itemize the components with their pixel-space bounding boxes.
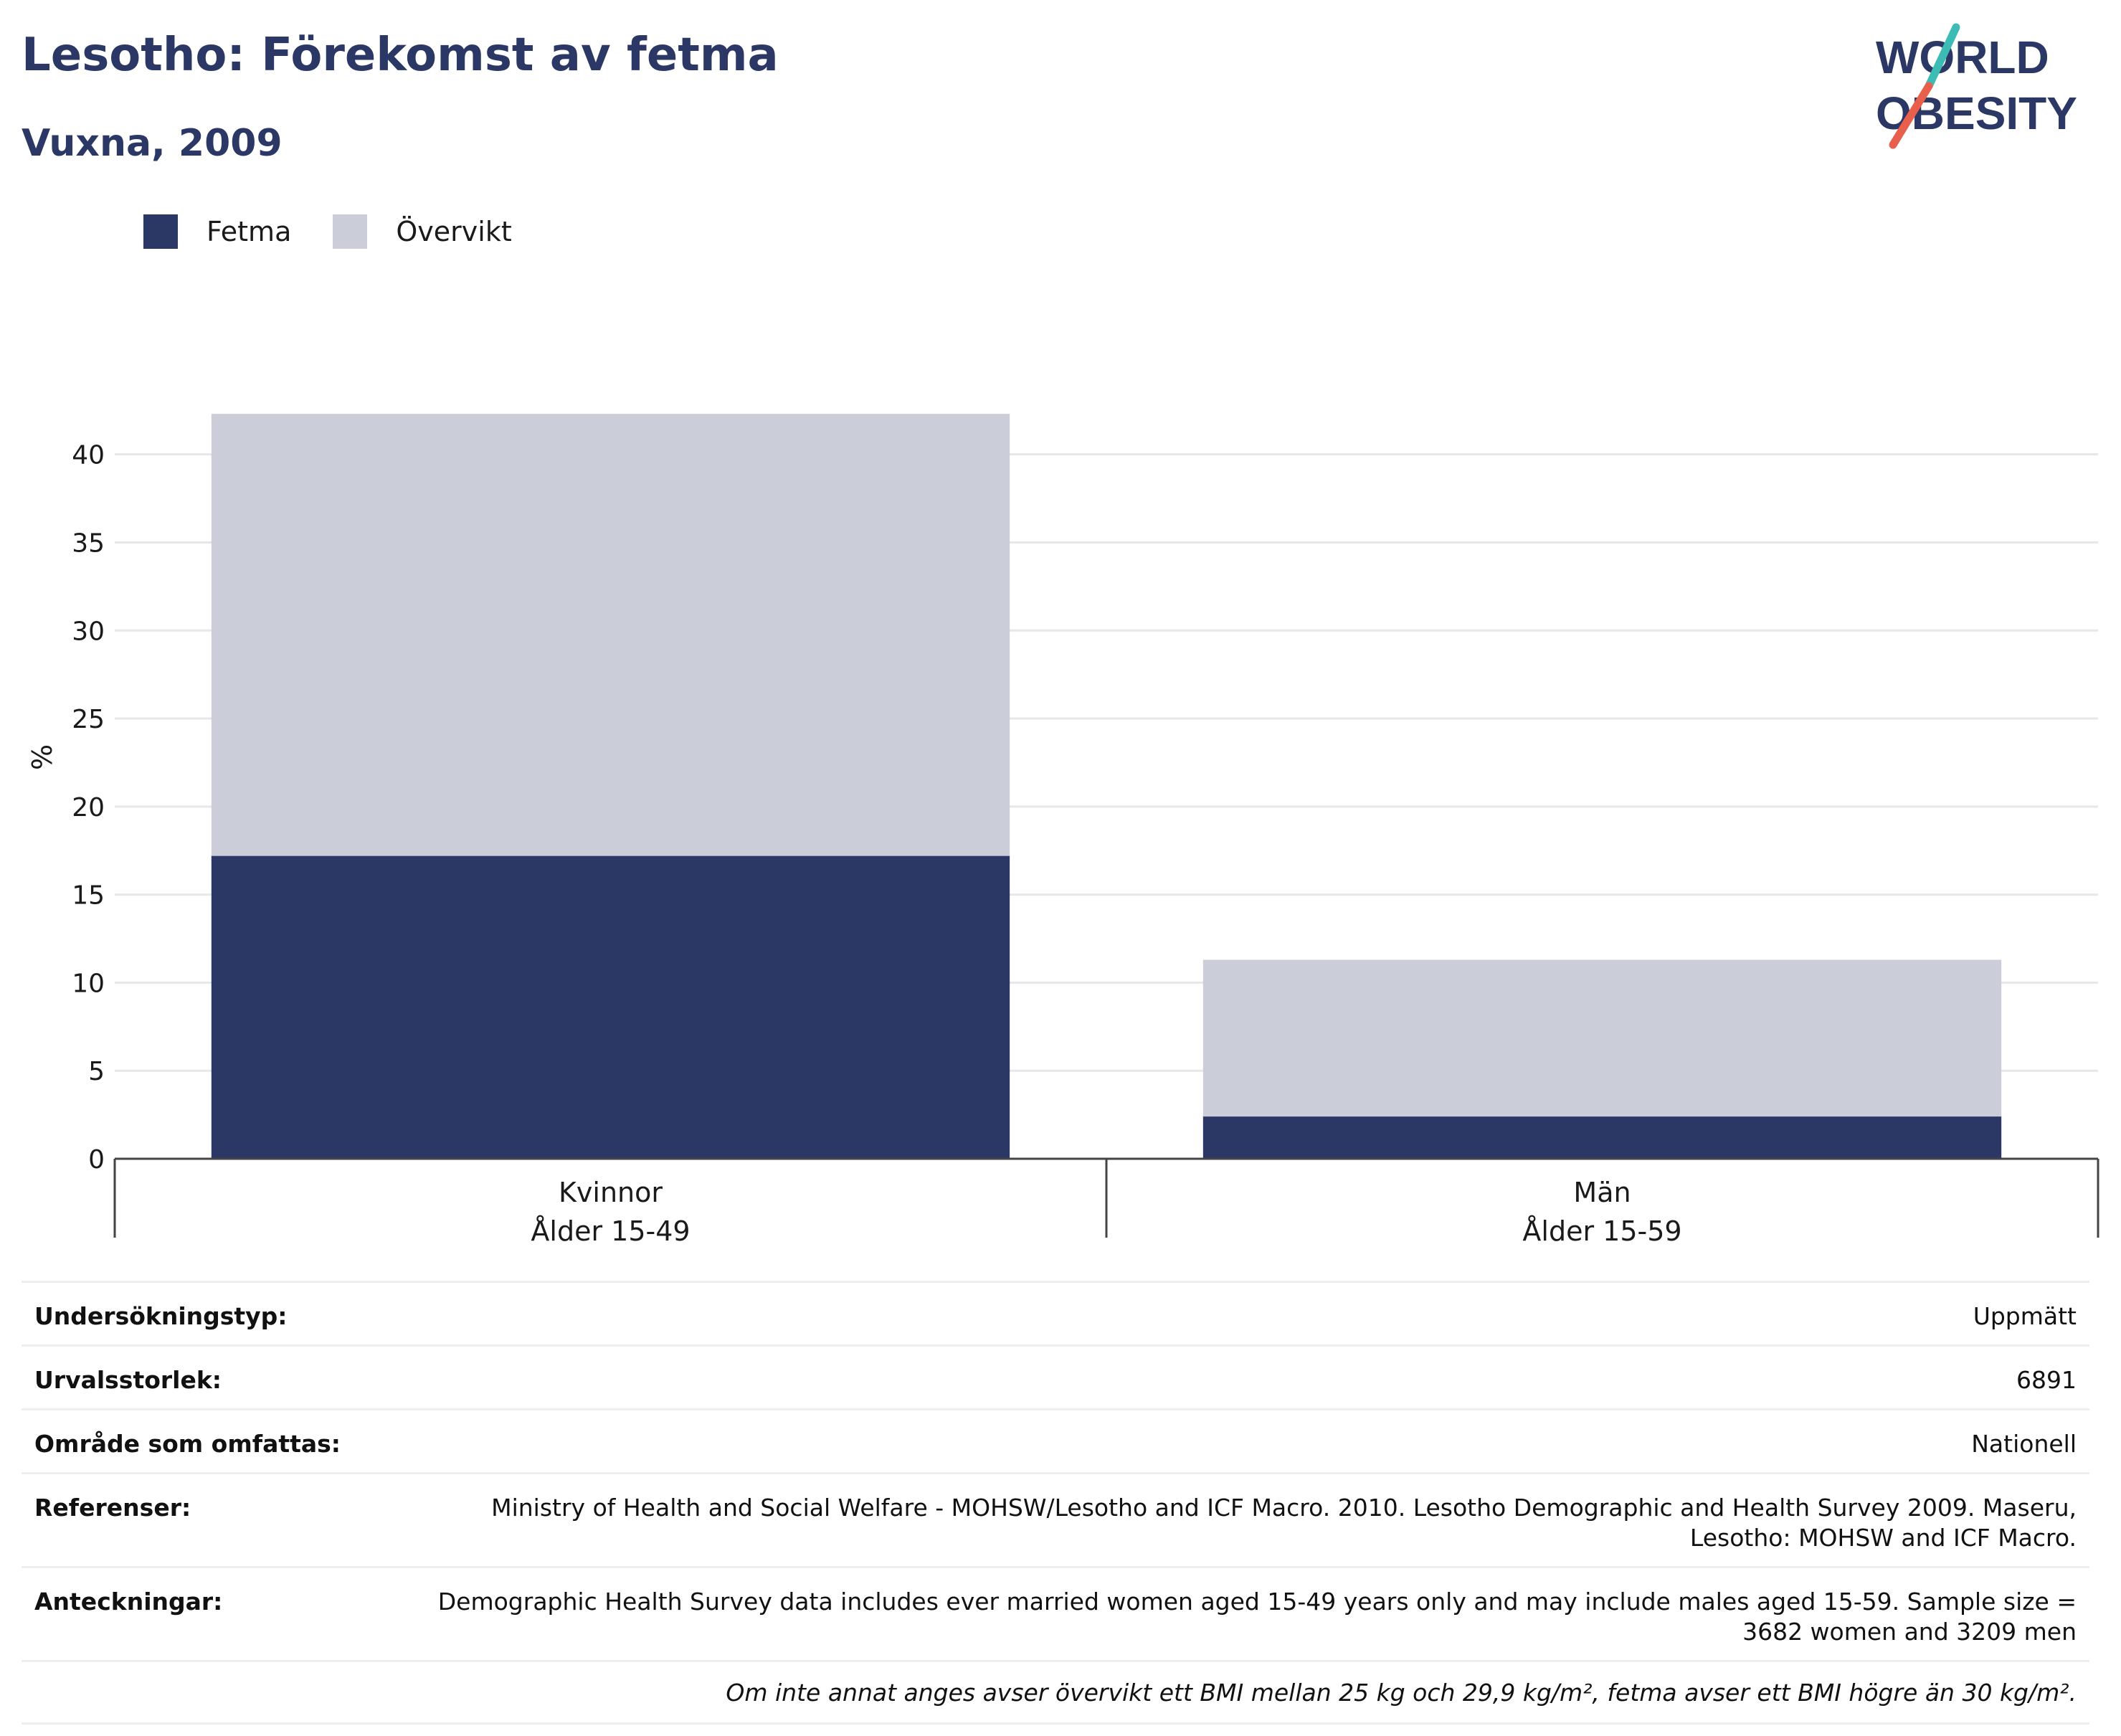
info-row-references: Referenser: Ministry of Health and Socia… [22, 1472, 2089, 1567]
bar-fetma-0 [211, 855, 1010, 1159]
y-tick-label: 40 [72, 441, 105, 470]
x-tick-labels: Kvinnor Ålder 15-49 Män Ålder 15-59 [531, 1177, 1681, 1247]
survey-type-label: Undersökningstyp: [22, 1281, 420, 1346]
survey-type-value: Uppmätt [420, 1281, 2089, 1346]
legend-label-overvikt: Övervikt [396, 216, 512, 247]
page-subtitle: Vuxna, 2009 [22, 122, 283, 165]
references-value: Ministry of Health and Social Welfare - … [420, 1472, 2089, 1567]
legend-label-fetma: Fetma [207, 216, 292, 247]
notes-label: Anteckningar: [22, 1566, 420, 1661]
chart-legend: Fetma Övervikt [143, 212, 554, 251]
info-row-notes: Anteckningar: Demographic Health Survey … [22, 1566, 2089, 1661]
bar-overvikt-1 [1202, 959, 2002, 1117]
y-tick-label: 5 [88, 1057, 105, 1086]
logo-red-slash [1889, 82, 1933, 149]
legend-swatch-fetma [143, 214, 178, 249]
y-tick-label: 0 [88, 1145, 105, 1175]
bars [211, 414, 2002, 1159]
legend-item-fetma[interactable]: Fetma [143, 214, 291, 249]
axes [113, 1157, 2099, 1238]
page-title: Lesotho: Förekomst av fetma [22, 29, 779, 82]
x-tick-label-line2: Ålder 15-49 [531, 1215, 690, 1247]
y-axis-label: % [27, 744, 58, 770]
y-tick-label: 20 [72, 793, 105, 822]
info-row-sample-size: Urvalsstorlek: 6891 [22, 1344, 2089, 1410]
x-tick-label-line1: Män [1573, 1177, 1631, 1208]
legend-swatch-overvikt [333, 214, 368, 249]
coverage-value: Nationell [420, 1408, 2089, 1474]
references-label: Referenser: [22, 1472, 420, 1567]
sample-size-value: 6891 [420, 1344, 2089, 1410]
y-tick-label: 10 [72, 969, 105, 998]
y-tick-label: 15 [72, 881, 105, 911]
info-row-coverage: Område som omfattas: Nationell [22, 1408, 2089, 1474]
survey-info-table: Undersökningstyp: Uppmätt Urvalsstorlek:… [22, 1281, 2089, 1725]
info-row-survey-type: Undersökningstyp: Uppmätt [22, 1281, 2089, 1346]
bar-chart: 0 5 10 15 20 25 30 35 40 Kvinnor Ålder 15-49 Män Ål… [27, 414, 2099, 1247]
bar-overvikt-0 [211, 414, 1010, 856]
x-tick-label-line2: Ålder 15-59 [1522, 1215, 1681, 1247]
info-row-footnote: Om inte annat anges avser övervikt ett B… [22, 1660, 2089, 1725]
sample-size-label: Urvalsstorlek: [22, 1344, 420, 1410]
bmi-footnote: Om inte annat anges avser övervikt ett B… [22, 1660, 2089, 1725]
notes-value: Demographic Health Survey data includes … [420, 1566, 2089, 1661]
y-tick-label: 30 [72, 617, 105, 646]
coverage-label: Område som omfattas: [22, 1408, 420, 1474]
logo-teal-slash [1925, 23, 1960, 90]
legend-item-overvikt[interactable]: Övervikt [333, 214, 512, 249]
x-tick-label-line1: Kvinnor [559, 1177, 663, 1208]
logo-text-world: WORLD [1876, 32, 2049, 83]
y-tick-label: 25 [72, 705, 105, 734]
y-tick-label: 35 [72, 528, 105, 558]
world-obesity-logo: WORLD OBESITY [1876, 23, 2077, 149]
y-tick-labels: 0 5 10 15 20 25 30 35 40 [72, 441, 105, 1175]
bar-fetma-1 [1202, 1116, 2002, 1159]
